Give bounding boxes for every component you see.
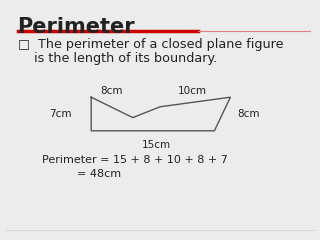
Text: 7cm: 7cm	[50, 109, 72, 119]
Text: 15cm: 15cm	[142, 140, 172, 150]
Text: 8cm: 8cm	[100, 86, 123, 96]
Text: 8cm: 8cm	[237, 109, 259, 119]
Text: Perimeter: Perimeter	[18, 17, 135, 37]
Text: is the length of its boundary.: is the length of its boundary.	[18, 52, 217, 65]
Text: Perimeter = 15 + 8 + 10 + 8 + 7: Perimeter = 15 + 8 + 10 + 8 + 7	[42, 155, 228, 165]
Text: □  The perimeter of a closed plane figure: □ The perimeter of a closed plane figure	[18, 38, 283, 51]
Text: 10cm: 10cm	[178, 86, 206, 96]
Text: = 48cm: = 48cm	[42, 169, 121, 179]
